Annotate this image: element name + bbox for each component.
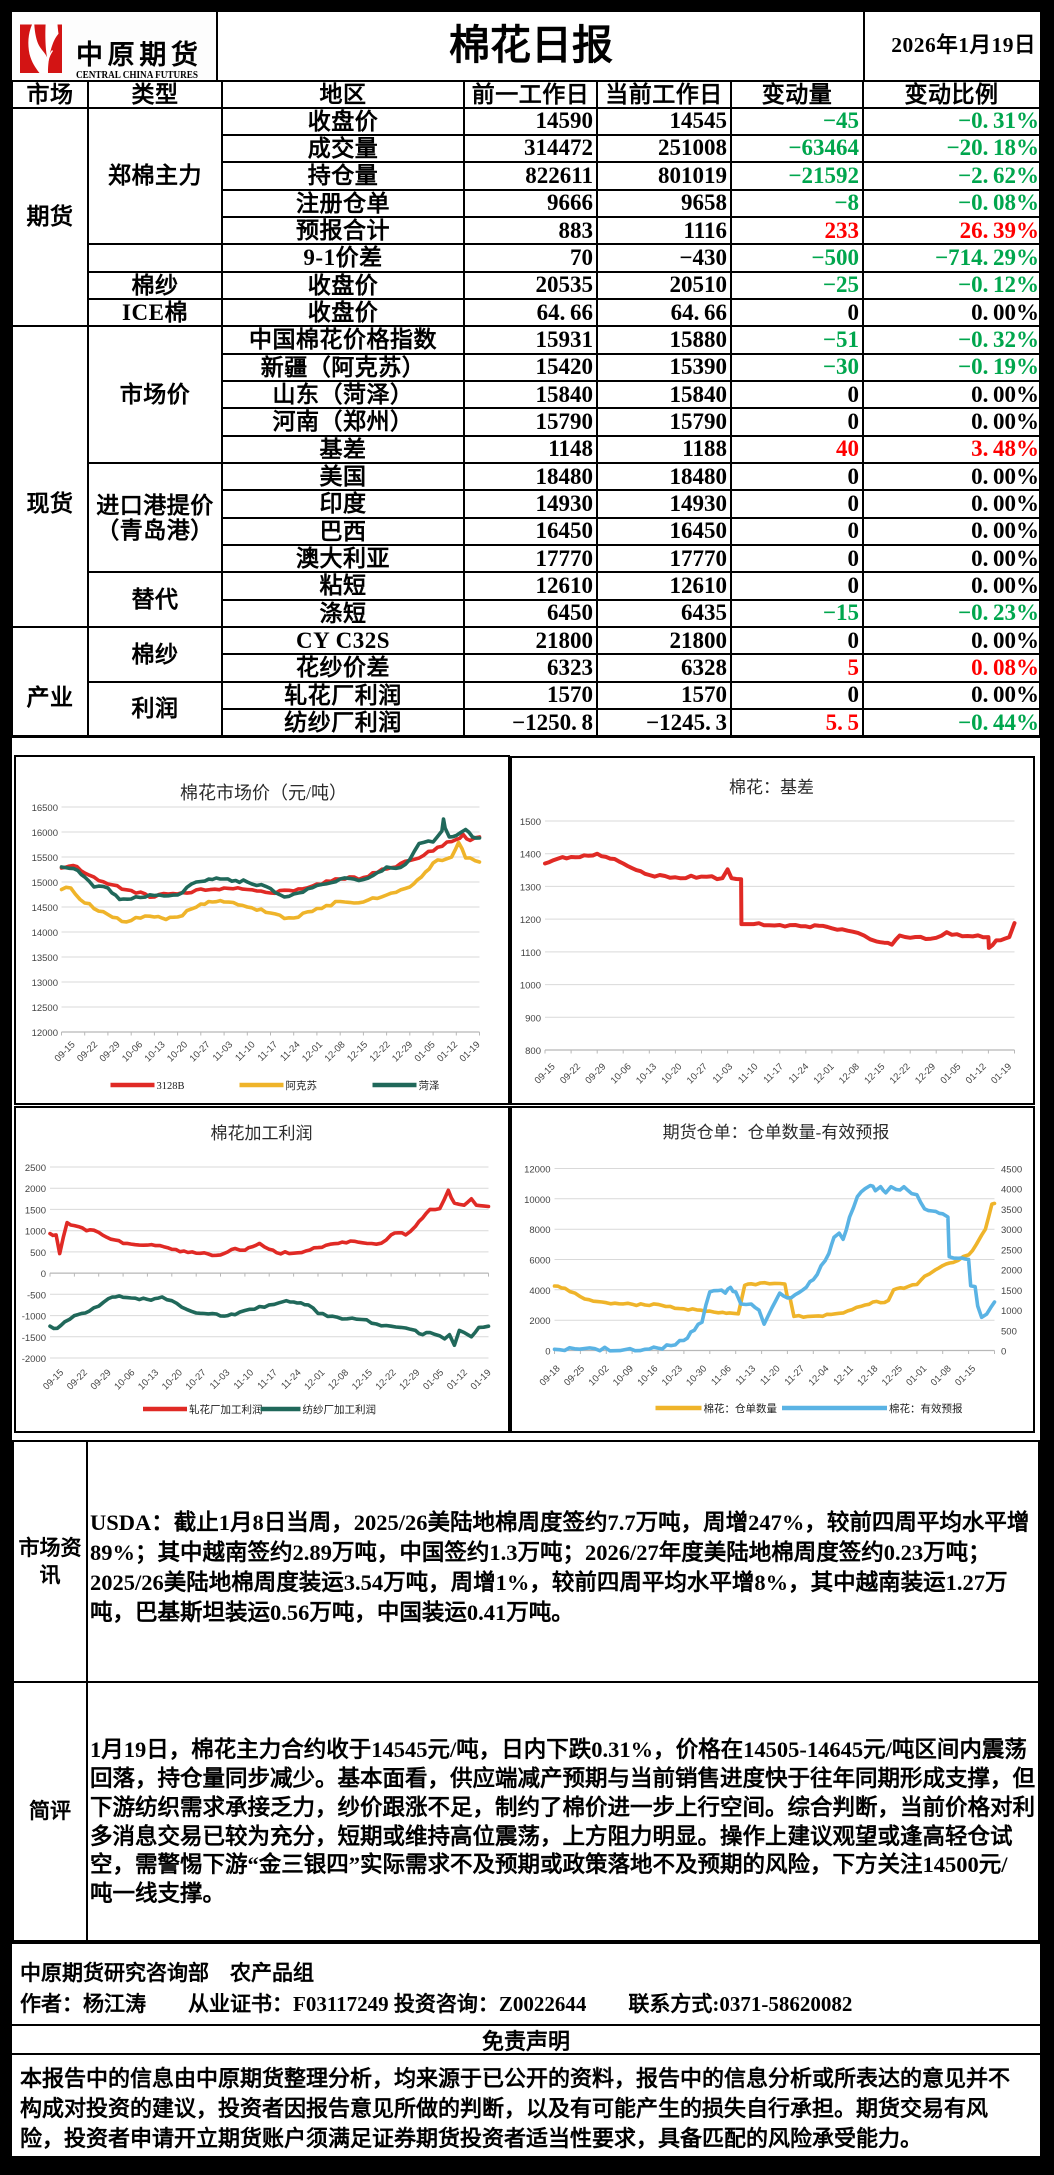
svg-text:棉花：仓单数量: 棉花：仓单数量 (704, 1402, 778, 1415)
svg-text:阿克苏: 阿克苏 (286, 1079, 318, 1092)
svg-text:2000: 2000 (529, 1316, 550, 1327)
svg-text:900: 900 (525, 1013, 541, 1024)
svg-text:1000: 1000 (25, 1227, 46, 1238)
svg-text:0: 0 (545, 1347, 550, 1358)
svg-text:中原期货: 中原期货 (76, 39, 198, 70)
svg-text:棉花：基差: 棉花：基差 (729, 778, 814, 797)
svg-text:1500: 1500 (520, 817, 541, 828)
svg-text:纺纱厂加工利润: 纺纱厂加工利润 (303, 1403, 377, 1416)
svg-text:2000: 2000 (1001, 1266, 1022, 1277)
svg-text:3500: 3500 (1001, 1205, 1022, 1216)
svg-text:-1000: -1000 (22, 1312, 46, 1323)
svg-text:1500: 1500 (1001, 1286, 1022, 1297)
svg-text:3128B: 3128B (157, 1081, 185, 1092)
svg-text:菏泽: 菏泽 (419, 1080, 440, 1092)
svg-text:0: 0 (1001, 1347, 1006, 1358)
svg-text:1000: 1000 (520, 981, 541, 992)
svg-text:棉花加工利润: 棉花加工利润 (211, 1124, 313, 1143)
svg-text:棉花：有效预报: 棉花：有效预报 (889, 1402, 963, 1415)
svg-text:1100: 1100 (521, 948, 541, 959)
svg-text:-1500: -1500 (22, 1333, 46, 1344)
svg-text:1400: 1400 (520, 850, 541, 861)
svg-text:13000: 13000 (32, 978, 58, 989)
svg-text:-500: -500 (27, 1290, 46, 1301)
svg-text:500: 500 (30, 1248, 46, 1259)
svg-text:6000: 6000 (529, 1256, 550, 1267)
svg-text:期货仓单：仓单数量-有效预报: 期货仓单：仓单数量-有效预报 (663, 1123, 890, 1142)
svg-text:0: 0 (41, 1269, 46, 1280)
svg-text:2000: 2000 (25, 1184, 46, 1195)
svg-text:15500: 15500 (32, 853, 58, 864)
svg-text:1000: 1000 (1001, 1306, 1022, 1317)
svg-text:2500: 2500 (25, 1163, 46, 1174)
svg-text:16000: 16000 (32, 828, 58, 839)
svg-text:12000: 12000 (524, 1165, 550, 1176)
svg-text:2500: 2500 (1001, 1245, 1022, 1256)
svg-text:1200: 1200 (520, 915, 541, 926)
svg-text:8000: 8000 (529, 1225, 550, 1236)
svg-text:1500: 1500 (25, 1205, 46, 1216)
svg-text:4500: 4500 (1001, 1165, 1022, 1176)
svg-text:棉花市场价（元/吨）: 棉花市场价（元/吨） (180, 783, 347, 803)
svg-text:12000: 12000 (32, 1028, 58, 1039)
svg-text:4000: 4000 (1001, 1185, 1022, 1196)
svg-text:3000: 3000 (1001, 1225, 1022, 1236)
svg-text:14000: 14000 (32, 928, 58, 939)
svg-text:800: 800 (525, 1046, 541, 1057)
svg-text:10000: 10000 (524, 1195, 550, 1206)
svg-text:-2000: -2000 (22, 1354, 46, 1365)
svg-text:15000: 15000 (32, 878, 58, 889)
svg-text:16500: 16500 (32, 803, 58, 814)
svg-text:14500: 14500 (32, 903, 58, 914)
svg-text:4000: 4000 (529, 1286, 550, 1297)
svg-text:500: 500 (1001, 1326, 1017, 1337)
svg-text:13500: 13500 (32, 953, 58, 964)
svg-text:CENTRAL CHINA FUTURES: CENTRAL CHINA FUTURES (76, 69, 198, 79)
svg-text:轧花厂加工利润: 轧花厂加工利润 (189, 1403, 263, 1416)
svg-text:1300: 1300 (520, 882, 541, 893)
svg-text:12500: 12500 (32, 1003, 58, 1014)
